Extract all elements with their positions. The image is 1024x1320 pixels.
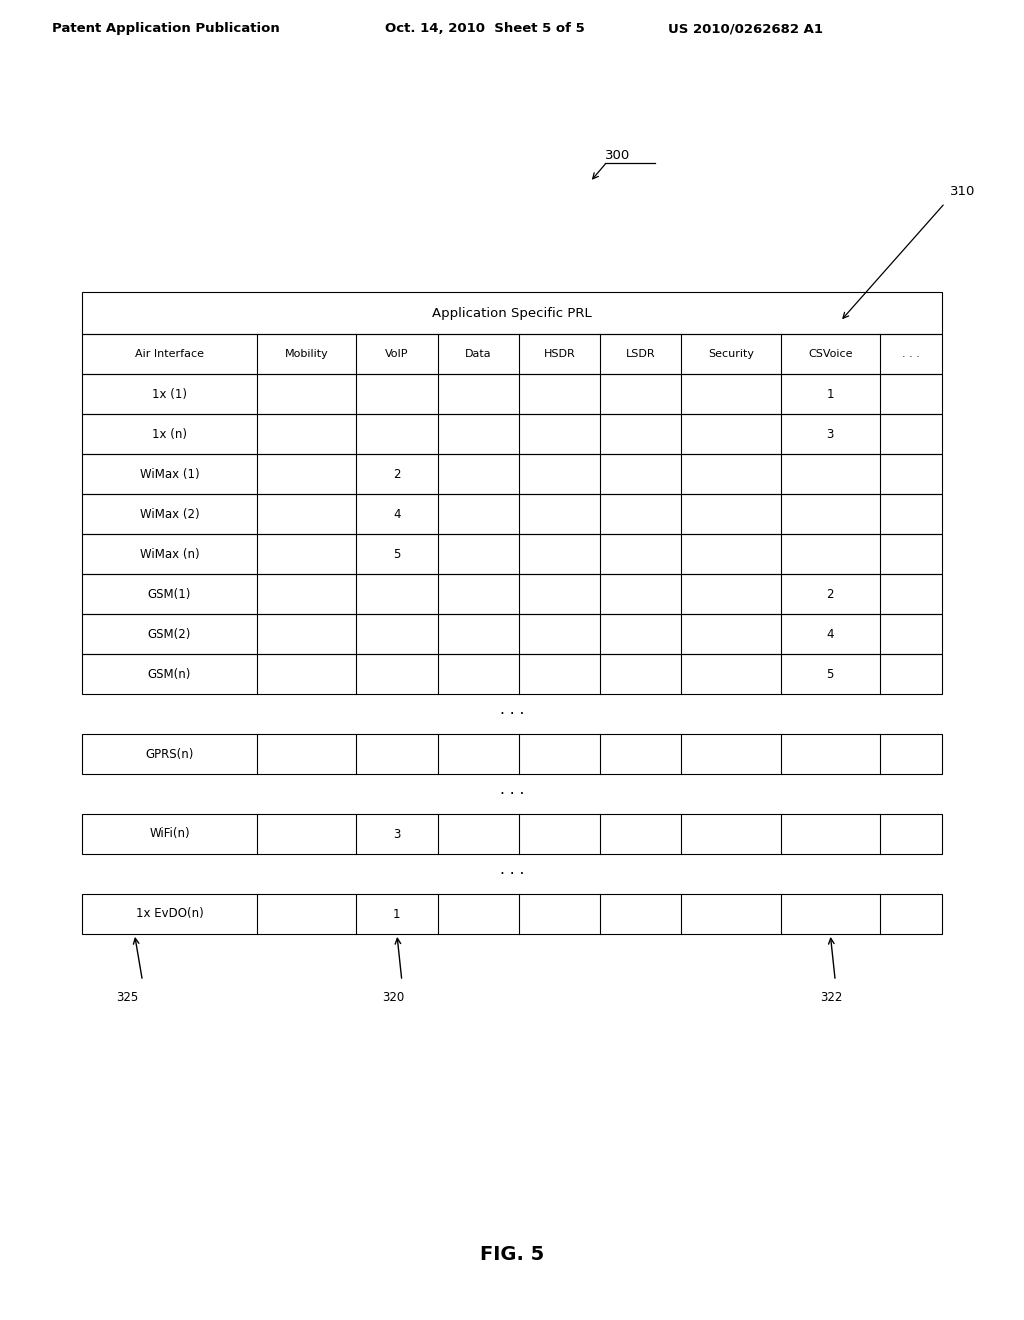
Text: FIG. 5: FIG. 5 [480, 1246, 544, 1265]
Text: 2: 2 [826, 587, 834, 601]
Text: 310: 310 [950, 185, 976, 198]
Bar [82, 653, 942, 694]
Text: WiMax (n): WiMax (n) [139, 548, 200, 561]
Text: 4: 4 [826, 627, 834, 640]
Bar [82, 292, 942, 334]
Text: Security: Security [708, 348, 754, 359]
Text: LSDR: LSDR [626, 348, 655, 359]
Text: GSM(1): GSM(1) [147, 587, 191, 601]
Text: 300: 300 [605, 149, 630, 162]
Text: 5: 5 [393, 548, 400, 561]
Bar [82, 374, 942, 414]
Text: Oct. 14, 2010  Sheet 5 of 5: Oct. 14, 2010 Sheet 5 of 5 [385, 22, 585, 36]
Bar [82, 734, 942, 774]
Text: 322: 322 [820, 991, 843, 1005]
Text: . . .: . . . [500, 781, 524, 796]
Bar [82, 454, 942, 494]
Text: 4: 4 [393, 507, 400, 520]
Text: GPRS(n): GPRS(n) [145, 747, 194, 760]
Text: Patent Application Publication: Patent Application Publication [52, 22, 280, 36]
Bar [82, 894, 942, 935]
Text: WiMax (2): WiMax (2) [139, 507, 200, 520]
Text: 320: 320 [382, 991, 404, 1005]
Text: GSM(n): GSM(n) [147, 668, 191, 681]
Text: GSM(2): GSM(2) [147, 627, 191, 640]
Bar [82, 574, 942, 614]
Text: . . .: . . . [500, 701, 524, 717]
Text: 2: 2 [393, 467, 400, 480]
Text: 3: 3 [826, 428, 834, 441]
Text: Data: Data [465, 348, 492, 359]
Text: 1: 1 [393, 908, 400, 920]
Text: 1x (n): 1x (n) [152, 428, 187, 441]
Text: Air Interface: Air Interface [135, 348, 204, 359]
Text: 3: 3 [393, 828, 400, 841]
Text: Mobility: Mobility [285, 348, 329, 359]
Text: Application Specific PRL: Application Specific PRL [432, 306, 592, 319]
Bar [82, 414, 942, 454]
Bar [82, 535, 942, 574]
Text: 325: 325 [117, 991, 138, 1005]
Bar [82, 614, 942, 653]
Text: VoIP: VoIP [385, 348, 409, 359]
Text: 5: 5 [826, 668, 834, 681]
Text: 1: 1 [826, 388, 834, 400]
Text: HSDR: HSDR [544, 348, 575, 359]
Text: CSVoice: CSVoice [808, 348, 853, 359]
Bar [82, 814, 942, 854]
Text: 1x (1): 1x (1) [152, 388, 187, 400]
Text: 1x EvDO(n): 1x EvDO(n) [135, 908, 204, 920]
Bar [82, 334, 942, 374]
Text: WiMax (1): WiMax (1) [139, 467, 200, 480]
Text: WiFi(n): WiFi(n) [150, 828, 189, 841]
Text: US 2010/0262682 A1: US 2010/0262682 A1 [668, 22, 823, 36]
Text: . . .: . . . [902, 348, 920, 359]
Text: . . .: . . . [500, 862, 524, 876]
Bar [82, 494, 942, 535]
